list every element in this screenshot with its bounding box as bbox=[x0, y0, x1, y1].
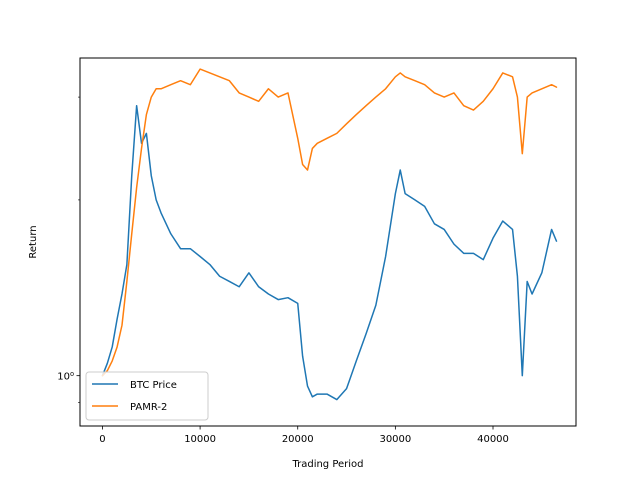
x-tick-label: 20000 bbox=[282, 434, 314, 445]
x-tick-label: 10000 bbox=[184, 434, 216, 445]
series-line-btc-price bbox=[101, 104, 558, 401]
plot-frame bbox=[79, 57, 577, 427]
x-axis-label: Trading Period bbox=[291, 459, 363, 470]
legend-label-pamr-2: PAMR-2 bbox=[130, 402, 167, 413]
y-tick-label: 10⁰ bbox=[57, 372, 74, 383]
x-tick-label: 30000 bbox=[379, 434, 411, 445]
legend-label-btc-price: BTC Price bbox=[130, 380, 177, 391]
y-axis-label: Return bbox=[28, 225, 39, 258]
plot-area bbox=[80, 58, 576, 426]
x-tick-label: 40000 bbox=[477, 434, 509, 445]
series-layer bbox=[101, 68, 558, 401]
axes-layer: 0 10000 20000 30000 40000 10⁰ bbox=[57, 96, 509, 445]
series-line-pamr-2 bbox=[101, 68, 558, 377]
legend: BTC Price PAMR-2 bbox=[85, 371, 209, 421]
x-tick-label: 0 bbox=[99, 434, 105, 445]
